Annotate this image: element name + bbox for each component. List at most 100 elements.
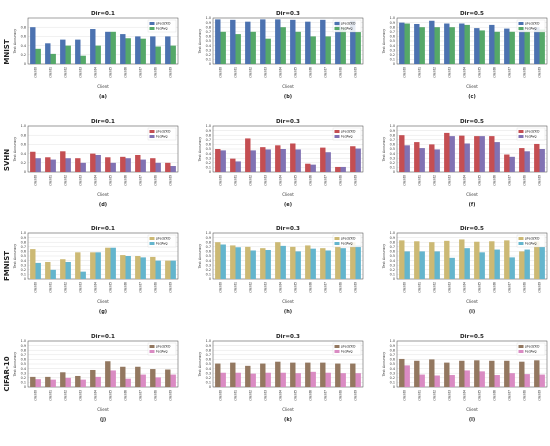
y-tick-label: 0.3	[390, 48, 395, 52]
x-tick-label: client4	[463, 390, 467, 401]
bar-pfedzkd	[290, 246, 296, 279]
bar-pfedzkd	[260, 147, 266, 172]
row-label-mnist: MNIST	[3, 39, 11, 64]
legend-swatch	[518, 345, 524, 348]
chart-title: Dir=0.1	[91, 226, 115, 232]
chart-panel: Dir=0.5 00.10.20.30.40.50.60.70.80.91.0 Te…	[382, 119, 548, 208]
x-tick-label: client1	[418, 175, 422, 186]
y-tick-label: 0.8	[206, 133, 211, 137]
bar-pfedzkd	[60, 372, 66, 387]
bar-fedavg	[95, 154, 101, 172]
x-tick-label: client2	[249, 67, 253, 78]
y-tick-label: 0.4	[390, 152, 395, 156]
bar-pfedzkd	[105, 361, 111, 387]
bar-pfedzkd	[459, 135, 465, 172]
bar-fedavg	[50, 379, 56, 387]
bar-fedavg	[220, 372, 226, 387]
x-tick-label: client5	[109, 175, 113, 186]
bar-fedavg	[50, 269, 56, 279]
bar-pfedzkd	[90, 153, 96, 172]
bar-pfedzkd	[429, 242, 435, 279]
legend-box	[516, 127, 546, 141]
y-tick-label: 0.1	[206, 58, 211, 62]
bar-pfedzkd	[534, 27, 540, 64]
y-tick-label: 0.6	[206, 143, 211, 147]
x-axis-label: Client	[97, 299, 109, 304]
bar-fedavg	[539, 246, 545, 279]
legend-label: FedAvg	[156, 350, 168, 354]
bar-fedavg	[110, 162, 116, 172]
bar-pfedzkd	[275, 145, 281, 172]
y-tick-label: 0.6	[21, 250, 26, 254]
bar-fedavg	[434, 149, 440, 172]
bar-fedavg	[340, 373, 346, 387]
chart-title: Dir=0.5	[460, 119, 484, 125]
x-tick-label: client2	[249, 175, 253, 186]
y-tick-label: 0.7	[390, 30, 395, 34]
bar-fedavg	[235, 372, 241, 387]
y-tick-label: 0.3	[21, 371, 26, 375]
bar-fedavg	[509, 373, 515, 387]
bar-fedavg	[35, 48, 41, 64]
x-tick-label: client3	[448, 390, 452, 401]
bar-pfedzkd	[290, 362, 296, 387]
bar-fedavg	[524, 249, 530, 279]
legend-label: pFedZKD	[341, 237, 356, 241]
bar-fedavg	[449, 375, 455, 387]
legend-box	[147, 127, 177, 141]
x-axis-label: Client	[97, 192, 109, 197]
bar-fedavg	[404, 365, 410, 387]
x-tick-label: client1	[49, 390, 53, 401]
bar-pfedzkd	[320, 19, 326, 64]
y-tick-label: 0.9	[206, 344, 211, 348]
bar-pfedzkd	[260, 248, 266, 279]
x-tick-label: client8	[523, 67, 527, 78]
bar-fedavg	[50, 159, 56, 172]
bar-fedavg	[464, 143, 470, 172]
x-tick-label: client7	[139, 390, 143, 401]
bar-pfedzkd	[489, 136, 495, 172]
y-tick-label: 0.2	[390, 53, 395, 57]
bar-pfedzkd	[489, 360, 495, 387]
chart-panel: Dir=0.1 0 0.2 0.4 0.6 0.8 Test Accuracy client0…	[13, 11, 179, 100]
plot-frame	[212, 125, 364, 173]
bar-fedavg	[95, 45, 101, 64]
bar-fedavg	[494, 249, 500, 279]
y-tick-label: 0.5	[21, 254, 26, 258]
x-tick-label: client3	[264, 282, 268, 293]
legend-label: pFedZKD	[341, 130, 356, 134]
bar-pfedzkd	[459, 23, 465, 64]
x-tick-label: client2	[249, 282, 253, 293]
y-tick-label: 0.6	[21, 358, 26, 362]
y-tick-label: 0.9	[206, 129, 211, 133]
bar-pfedzkd	[489, 241, 495, 279]
x-tick-label: client4	[463, 282, 467, 293]
x-tick-label: client1	[234, 67, 238, 78]
bar-fedavg	[250, 150, 256, 172]
legend-label: pFedZKD	[341, 22, 356, 26]
bar-pfedzkd	[260, 19, 266, 65]
legend-swatch	[334, 27, 340, 30]
y-tick-label: 0.6	[206, 250, 211, 254]
chart-title: Dir=0.5	[460, 334, 484, 340]
y-axis-label: Test Accuracy	[198, 351, 202, 377]
row-label-svhn: SVHN	[3, 149, 11, 171]
x-tick-label: client6	[309, 390, 313, 401]
chart-panel: Dir=0.1 00.10.20.30.40.50.60.70.80.91.0 Te…	[13, 334, 179, 423]
x-tick-label: client2	[64, 282, 68, 293]
bar-fedavg	[404, 145, 410, 172]
y-tick-label: 0.7	[21, 353, 26, 357]
bar-pfedzkd	[275, 242, 281, 279]
x-tick-label: client7	[508, 282, 512, 293]
bar-fedavg	[509, 257, 515, 279]
y-tick-label: 0.1	[390, 58, 395, 62]
x-axis-label: Client	[282, 192, 294, 197]
y-tick-label: 0.9	[390, 344, 395, 348]
y-tick-label: 1.0	[390, 231, 395, 235]
bar-pfedzkd	[90, 369, 96, 387]
y-tick-label: 0.9	[206, 236, 211, 240]
panel-label: (l)	[469, 417, 475, 423]
y-tick-label: 0.5	[390, 254, 395, 258]
